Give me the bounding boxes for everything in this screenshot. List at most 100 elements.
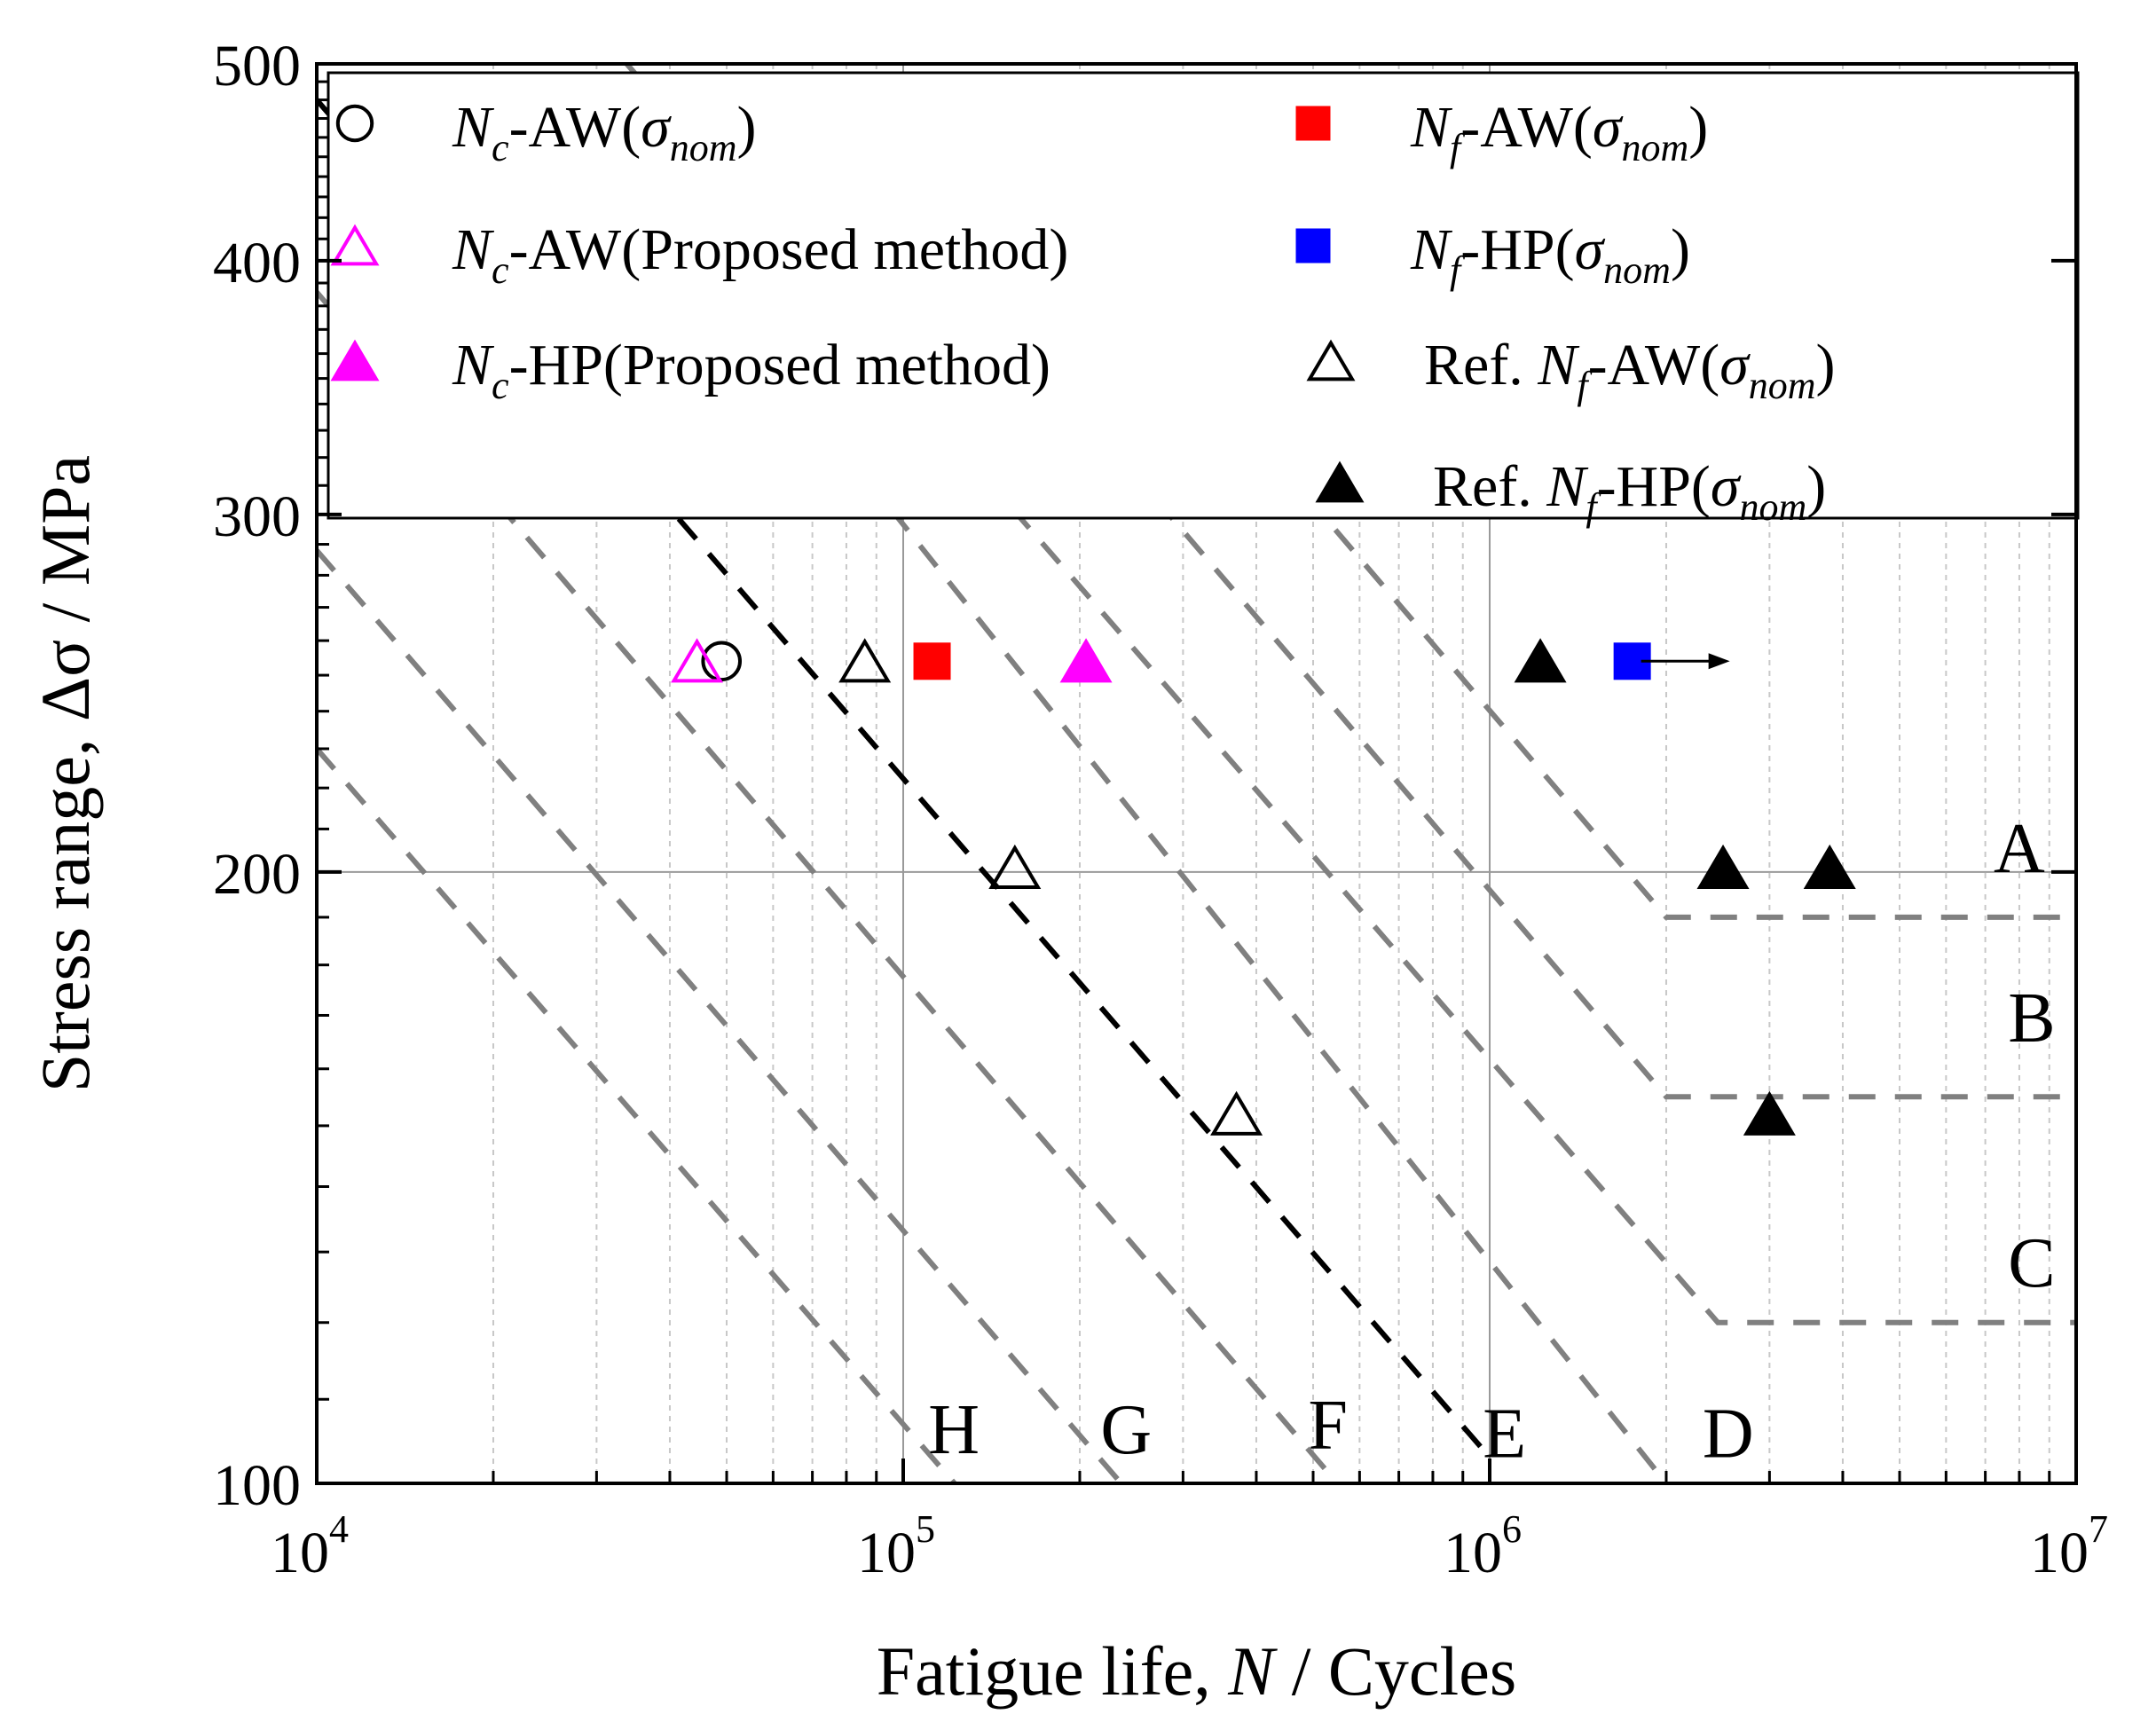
y-tick-label: 500 — [213, 34, 301, 98]
legend-sigma: σ — [1593, 95, 1624, 160]
sn-curve-f — [317, 290, 1340, 1483]
legend-marker — [330, 339, 380, 381]
legend-prefix: Ref. — [1433, 454, 1546, 519]
curve-label-g: G — [1100, 1391, 1152, 1469]
x-tick-label: 104 — [271, 1507, 349, 1585]
data-point — [1803, 844, 1856, 890]
x-tick-base: 10 — [271, 1521, 329, 1585]
x-tick-label: 105 — [857, 1507, 935, 1585]
sn-curve-a — [933, 64, 2076, 920]
legend-mid: -AW( — [1588, 333, 1720, 397]
legend-marker — [1295, 106, 1331, 141]
x-axis-title-text: Fatigue life, N / Cycles — [877, 1632, 1516, 1710]
legend-label: Nc-AW(σnom) — [452, 95, 757, 169]
legend-sub: c — [492, 248, 509, 292]
legend-sigma: σ — [641, 95, 672, 160]
x-axis-title: Fatigue life, N / Cycles — [877, 1632, 1516, 1710]
legend-label: Nc-AW(Proposed method) — [452, 217, 1068, 292]
legend-mid: -HP( — [1460, 217, 1574, 282]
data-point — [838, 638, 892, 683]
curve-label-f: F — [1308, 1387, 1348, 1465]
runout-arrowhead — [1708, 653, 1730, 670]
data-point — [1696, 844, 1750, 890]
sn-curve-b — [780, 64, 2076, 1100]
legend-box — [327, 71, 2080, 520]
y-axis-title: Stress range, Δσ / MPa — [27, 455, 104, 1092]
legend-var: N — [1410, 95, 1453, 160]
x-title-var: N — [1227, 1632, 1278, 1710]
sn-curve-h — [317, 747, 958, 1483]
curve-label-d: D — [1703, 1396, 1754, 1474]
sn-curve-g — [317, 548, 1125, 1483]
legend-marker — [1315, 460, 1365, 503]
curve-label-b: B — [2008, 979, 2055, 1058]
legend-var: N — [1546, 454, 1589, 519]
legend-mid: -HP(Proposed method) — [509, 333, 1050, 397]
data-points — [671, 638, 1856, 1136]
legend-label: Ref. Nf-HP(σnom) — [1433, 454, 1826, 529]
data-point — [988, 844, 1042, 890]
legend: Nc-AW(σnom)Nc-AW(Proposed method)Nc-HP(P… — [327, 71, 2080, 529]
x-tick-base: 10 — [2030, 1521, 2089, 1585]
legend-sigma: σ — [1719, 333, 1751, 397]
legend-sigma-sub: nom — [1603, 248, 1671, 292]
legend-sub: c — [492, 126, 509, 169]
x-tick-exp: 4 — [329, 1507, 349, 1551]
data-point — [1210, 1090, 1263, 1136]
legend-end: ) — [1806, 454, 1826, 519]
sn-curve-d — [533, 64, 1669, 1483]
legend-mid: -AW( — [1460, 95, 1593, 160]
legend-label: Nf-AW(σnom) — [1410, 95, 1708, 169]
legend-sigma-sub: nom — [670, 126, 737, 169]
data-point — [701, 641, 743, 682]
data-point — [1743, 1090, 1796, 1136]
legend-var: N — [1410, 217, 1453, 282]
x-tick-label: 107 — [2030, 1507, 2108, 1585]
plot-frame — [315, 62, 2078, 1485]
legend-var: N — [452, 217, 495, 282]
data-point — [1059, 638, 1113, 683]
x-tick-base: 10 — [857, 1521, 916, 1585]
legend-var: N — [452, 95, 495, 160]
x-tick-label: 106 — [1444, 1507, 1522, 1585]
y-tick-label: 100 — [213, 1453, 301, 1518]
legend-end: ) — [1688, 95, 1708, 160]
x-title-pre: Fatigue life, — [877, 1632, 1228, 1710]
legend-label: Ref. Nf-AW(σnom) — [1424, 333, 1836, 407]
legend-end: ) — [1671, 217, 1690, 282]
legend-var: N — [1537, 333, 1580, 397]
x-tick-exp: 6 — [1502, 1507, 1522, 1551]
curve-label-a: A — [1994, 810, 2045, 888]
data-point — [1514, 638, 1567, 683]
legend-sub: c — [492, 364, 509, 407]
y-tick-label: 300 — [213, 484, 301, 549]
data-point — [913, 642, 951, 680]
legend-marker — [1306, 339, 1356, 381]
legend-marker — [335, 104, 374, 143]
legend-prefix: Ref. — [1424, 333, 1538, 397]
x-title-post: / Cycles — [1274, 1632, 1516, 1710]
legend-sigma-sub: nom — [1749, 364, 1816, 407]
x-tick-base: 10 — [1444, 1521, 1502, 1585]
legend-sigma: σ — [1575, 217, 1606, 282]
curve-label-h: H — [928, 1391, 980, 1469]
legend-var: N — [452, 333, 495, 397]
curve-label-c: C — [2008, 1224, 2055, 1302]
y-tick-label: 400 — [213, 231, 301, 295]
legend-mid: -HP( — [1597, 454, 1711, 519]
legend-sigma-sub: nom — [1739, 485, 1806, 529]
legend-label: Nf-HP(σnom) — [1410, 217, 1690, 292]
legend-end: ) — [737, 95, 757, 160]
x-tick-exp: 5 — [916, 1507, 935, 1551]
legend-mid: -AW(Proposed method) — [509, 217, 1069, 282]
legend-marker — [1295, 228, 1331, 263]
legend-end: ) — [1816, 333, 1836, 397]
legend-sigma: σ — [1711, 454, 1742, 519]
x-tick-exp: 7 — [2089, 1507, 2108, 1551]
data-point — [671, 638, 724, 683]
legend-label: Nc-HP(Proposed method) — [452, 333, 1050, 407]
legend-sigma-sub: nom — [1621, 126, 1688, 169]
